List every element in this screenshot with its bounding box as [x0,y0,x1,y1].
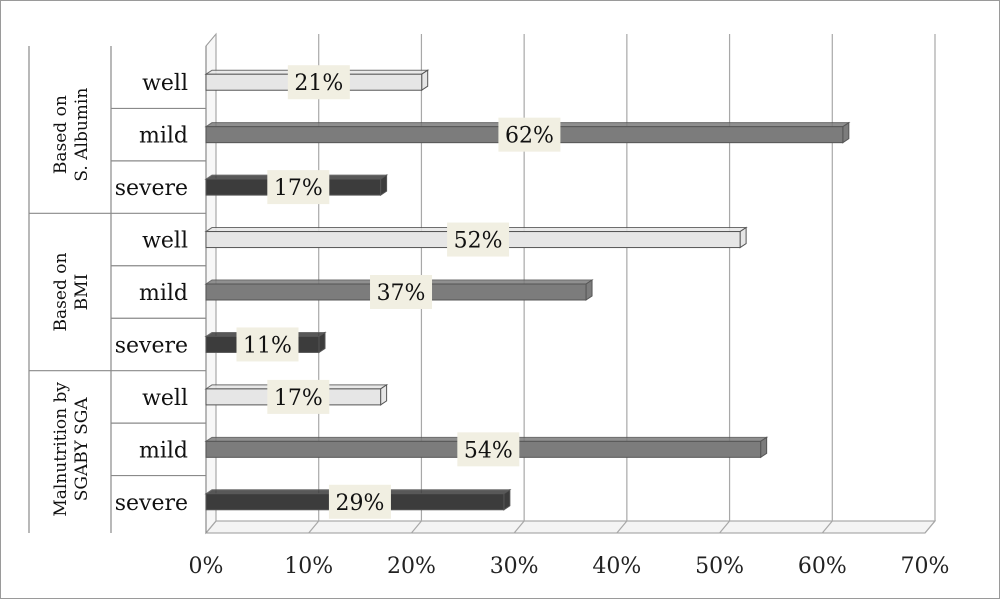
x-tick-label: 50% [695,554,744,579]
category-label: well [142,386,188,411]
data-label-box [267,379,330,414]
x-tick-label: 70% [901,554,950,579]
x-tick-label: 20% [387,554,436,579]
bar-end [421,69,429,92]
gridline-base [616,520,628,534]
gridline-base [410,520,422,534]
data-label: 52% [454,229,503,254]
data-label-box [236,327,299,362]
category-label: well [142,71,188,96]
data-label-box [498,117,561,152]
bar-end [739,226,747,249]
gridline-base [821,520,833,534]
data-label: 37% [377,281,426,306]
bar-end [380,174,388,197]
category-label: mild [139,438,188,463]
category-label: mild [139,124,188,149]
category-label: severe [115,333,188,358]
data-label-box [328,484,391,519]
category-label: well [142,229,188,254]
x-tick-labels: 0% 10% 20% 30% 40% 50% 60% 70% [189,554,950,579]
category-label: severe [115,176,188,201]
gridline-base [924,520,936,534]
group-label: Malnutrition bySGABY SGA [51,382,92,517]
data-label: 17% [274,386,323,411]
gridline-base [308,520,320,534]
data-label: 29% [335,491,384,516]
x-tick-label: 0% [189,554,224,579]
group-label: Based onBMI [51,253,92,332]
category-label: mild [139,281,188,306]
plot-floor [204,520,937,534]
x-tick-label: 30% [490,554,539,579]
gridline-base [205,520,217,534]
bar-end [503,488,511,511]
data-label: 21% [294,71,343,96]
group-label: Based onS. Albumin [51,88,92,182]
x-tick-label: 60% [798,554,847,579]
data-labels: 21% 62% 17% 52% 37% 11% 17% 54% 29% [236,65,561,519]
category-axis: Based onS. Albumin well mild severe Based on… [28,46,207,533]
bar-end [380,383,388,406]
data-label: 54% [464,438,513,463]
data-label-box [287,65,350,100]
bar-end [842,121,850,144]
x-tick-label: 10% [284,554,333,579]
gridline-base [513,520,525,534]
gridline-base [719,520,731,534]
category-label: severe [115,491,188,516]
data-label-box [447,222,510,257]
data-label-box [267,170,330,205]
bar-end [585,279,593,301]
data-label: 62% [505,124,554,149]
data-label-box [370,275,433,309]
plot-floor-plane [204,520,937,534]
bar-end [760,436,768,459]
data-label: 11% [243,333,292,358]
data-label-box [457,432,520,467]
x-tick-label: 40% [592,554,641,579]
bar-end [318,331,326,354]
data-label: 17% [274,176,323,201]
